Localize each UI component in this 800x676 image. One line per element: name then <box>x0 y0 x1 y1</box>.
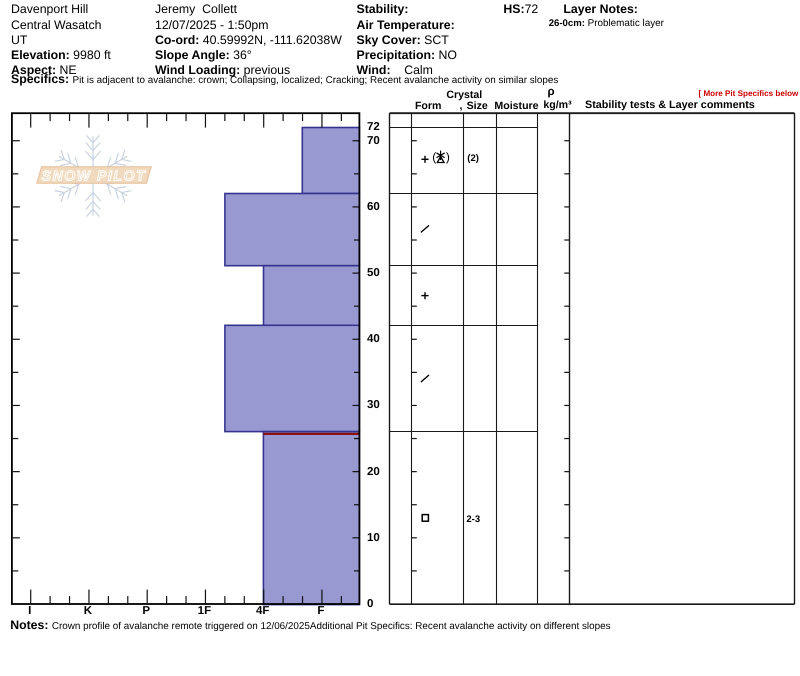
svg-text:SNOW PILOT: SNOW PILOT <box>42 167 147 183</box>
